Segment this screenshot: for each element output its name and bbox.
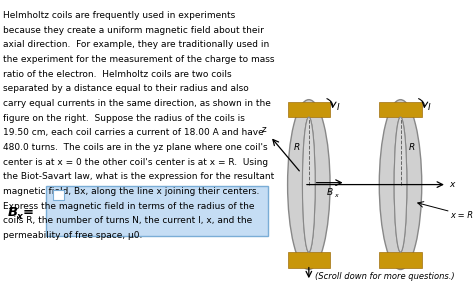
Ellipse shape xyxy=(394,117,407,252)
Text: center is at x = 0 the other coil's center is at x = R.  Using: center is at x = 0 the other coil's cent… xyxy=(3,157,268,166)
Text: z: z xyxy=(262,125,267,134)
Text: (Scroll down for more questions.): (Scroll down for more questions.) xyxy=(315,272,455,281)
Bar xyxy=(46,186,268,236)
Text: I: I xyxy=(428,103,431,112)
Ellipse shape xyxy=(379,100,422,269)
Text: the experiment for the measurement of the charge to mass: the experiment for the measurement of th… xyxy=(3,55,274,64)
Ellipse shape xyxy=(302,117,315,252)
Text: 19.50 cm, each coil carries a current of 18.00 A and have: 19.50 cm, each coil carries a current of… xyxy=(3,128,264,137)
Text: Helmholtz coils are frequently used in experiments: Helmholtz coils are frequently used in e… xyxy=(3,11,235,20)
Text: separated by a distance equal to their radius and also: separated by a distance equal to their r… xyxy=(3,84,249,93)
Text: permeability of free space, μ0.: permeability of free space, μ0. xyxy=(3,231,142,240)
Text: Express the magnetic field in terms of the radius of the: Express the magnetic field in terms of t… xyxy=(3,202,255,211)
Text: figure on the right.  Suppose the radius of the coils is: figure on the right. Suppose the radius … xyxy=(3,113,245,123)
Text: 480.0 turns.  The coils are in the yz plane where one coil's: 480.0 turns. The coils are in the yz pla… xyxy=(3,143,267,152)
Text: the Biot-Savart law, what is the expression for the resultant: the Biot-Savart law, what is the express… xyxy=(3,172,274,181)
Text: B: B xyxy=(327,188,333,197)
Text: coils R, the number of turns N, the current I, x, and the: coils R, the number of turns N, the curr… xyxy=(3,216,252,225)
Text: x: x xyxy=(334,193,337,198)
Bar xyxy=(379,102,422,117)
Ellipse shape xyxy=(302,117,315,252)
Bar xyxy=(379,252,422,268)
Text: carry equal currents in the same direction, as shown in the: carry equal currents in the same directi… xyxy=(3,99,271,108)
Text: I: I xyxy=(337,103,339,112)
Text: ratio of the electron.  Helmholtz coils are two coils: ratio of the electron. Helmholtz coils a… xyxy=(3,70,231,79)
Text: x = R: x = R xyxy=(451,211,474,220)
Text: =: = xyxy=(22,206,33,219)
Text: R: R xyxy=(294,143,301,152)
Text: magnetic field, Bx, along the line x joining their centers.: magnetic field, Bx, along the line x joi… xyxy=(3,187,259,196)
Bar xyxy=(288,102,330,117)
Ellipse shape xyxy=(394,117,407,252)
Text: axial direction.  For example, they are traditionally used in: axial direction. For example, they are t… xyxy=(3,40,269,49)
Text: B: B xyxy=(8,206,18,219)
Text: x: x xyxy=(449,180,455,189)
Text: x: x xyxy=(17,212,22,221)
Ellipse shape xyxy=(288,100,330,269)
Bar xyxy=(53,190,64,200)
Bar xyxy=(288,252,330,268)
Text: R: R xyxy=(409,143,415,152)
Text: because they create a uniform magnetic field about their: because they create a uniform magnetic f… xyxy=(3,26,264,35)
